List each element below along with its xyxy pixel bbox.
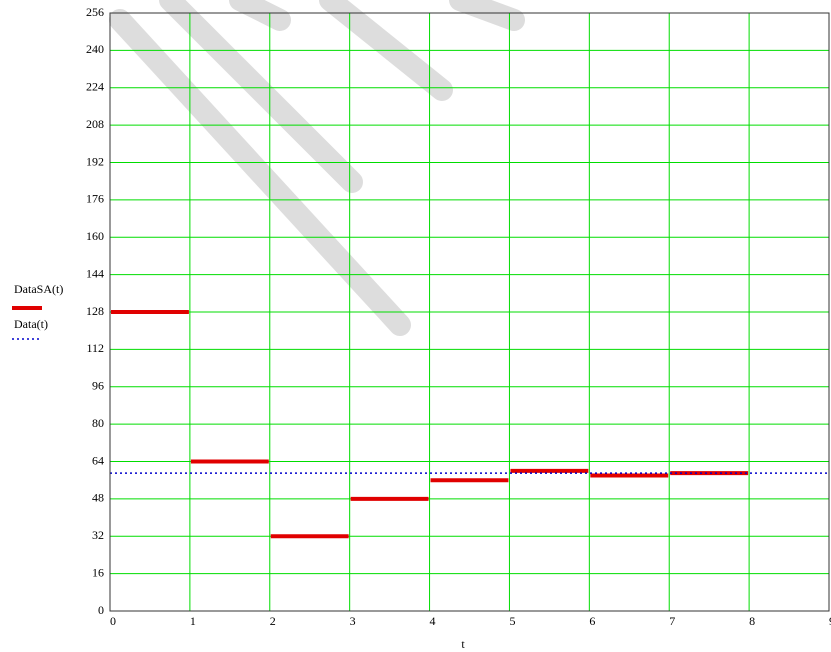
chart: t 01632486480961121281441601761922082242… [0, 0, 831, 652]
x-tick-label: 1 [190, 614, 196, 628]
y-tick-label: 128 [86, 304, 104, 318]
y-tick-label: 80 [92, 416, 104, 430]
x-tick-label: 4 [430, 614, 436, 628]
x-tick-label: 2 [270, 614, 276, 628]
y-tick-label: 208 [86, 117, 104, 131]
x-tick-label: 0 [110, 614, 116, 628]
y-tick-label: 224 [86, 80, 104, 94]
legend-label: Data(t) [14, 317, 48, 331]
x-axis-label: t [461, 637, 465, 651]
x-tick-label: 5 [509, 614, 515, 628]
y-tick-label: 48 [92, 491, 104, 505]
y-tick-label: 112 [86, 341, 104, 355]
y-tick-label: 0 [98, 603, 104, 617]
x-tick-label: 6 [589, 614, 595, 628]
grid [110, 13, 829, 611]
x-tick-label: 8 [749, 614, 755, 628]
y-tick-label: 96 [92, 379, 104, 393]
y-tick-label: 16 [92, 565, 104, 579]
y-tick-label: 240 [86, 42, 104, 56]
x-tick-label: 7 [669, 614, 675, 628]
y-tick-label: 176 [86, 192, 104, 206]
y-tick-label: 64 [92, 453, 104, 467]
y-tick-label: 144 [86, 266, 104, 280]
y-tick-label: 192 [86, 154, 104, 168]
x-tick-label: 3 [350, 614, 356, 628]
legend-label: DataSA(t) [14, 282, 63, 296]
y-tick-label: 32 [92, 528, 104, 542]
y-tick-label: 160 [86, 229, 104, 243]
y-tick-label: 256 [86, 5, 104, 19]
